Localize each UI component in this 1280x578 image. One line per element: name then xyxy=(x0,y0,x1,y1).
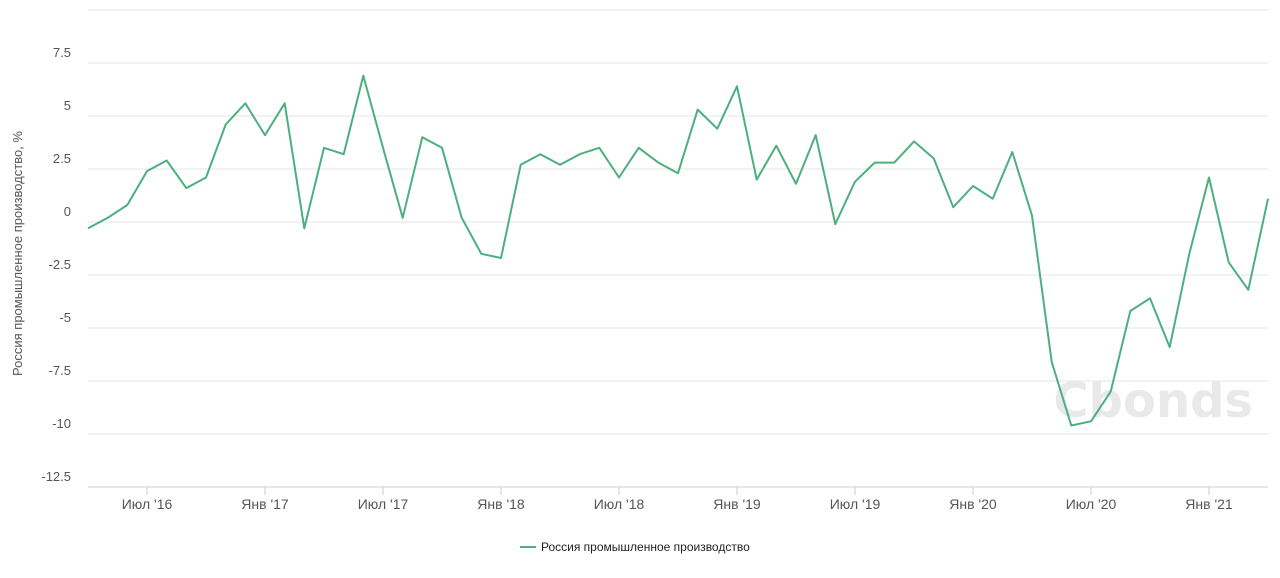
x-tick-label: Янв '19 xyxy=(713,496,761,512)
y-tick-label: 7.5 xyxy=(53,45,71,60)
x-tick-label: Июл '18 xyxy=(594,496,645,512)
legend-label[interactable]: Россия промышленное производство xyxy=(541,540,750,554)
x-tick-label: Июл '17 xyxy=(358,496,409,512)
y-tick-label: -2.5 xyxy=(49,257,71,272)
cbonds-watermark: Cbonds xyxy=(1053,373,1253,429)
gridlines xyxy=(88,9,1268,435)
y-tick-label: 2.5 xyxy=(53,151,71,166)
x-tick-label: Янв '18 xyxy=(477,496,525,512)
series-line-russia-industrial-production[interactable] xyxy=(87,74,1269,427)
y-axis-label: Россия промышленное производство, % xyxy=(10,131,25,376)
y-axis-ticks: 7.5 5 2.5 0 -2.5 -5 -7.5 -10 -12.5 xyxy=(41,45,71,484)
y-tick-label: -10 xyxy=(52,416,71,431)
x-tick-label: Янв '17 xyxy=(241,496,289,512)
x-axis-ticks: Июл '16 Янв '17 Июл '17 Янв '18 Июл '18 Янв '… xyxy=(122,487,1233,512)
y-tick-label: -5 xyxy=(59,310,71,325)
x-tick-label: Июл '20 xyxy=(1066,496,1117,512)
y-tick-label: 0 xyxy=(64,204,71,219)
x-tick-label: Июл '16 xyxy=(122,496,173,512)
x-tick-label: Июл '19 xyxy=(830,496,881,512)
legend[interactable]: Россия промышленное производство xyxy=(520,540,750,554)
y-tick-label: -7.5 xyxy=(49,363,71,378)
y-tick-label: -12.5 xyxy=(41,469,71,484)
x-tick-label: Янв '21 xyxy=(1185,496,1233,512)
x-tick-label: Янв '20 xyxy=(949,496,997,512)
y-tick-label: 5 xyxy=(64,98,71,113)
